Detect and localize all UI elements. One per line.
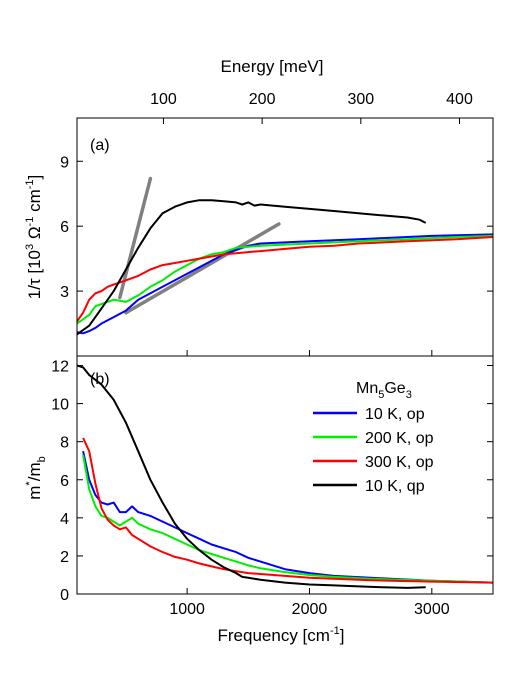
plot-layer: 100 200 300 400 1000 2000 3000 3 6 9 0 2 4 6 8 10 12 10 K…	[51, 91, 494, 618]
panel-a-y-tick-label: 3	[60, 284, 69, 301]
top-axis-tick-label: 200	[249, 91, 276, 108]
legend-title: Mn5Ge3	[356, 380, 412, 401]
panel-a-series-300-k-op	[77, 236, 493, 322]
panel-b-y-tick-label: 4	[60, 511, 69, 528]
panel-b-y-tick-label: 8	[60, 435, 69, 452]
panel-a-guide-line-2	[124, 222, 281, 315]
panel-a-y-tick-label: 9	[60, 154, 69, 171]
y-axis-label-b: m*/mb	[24, 456, 48, 499]
panel-b-y-tick-label: 0	[60, 587, 69, 604]
panel-b-label: (b)	[90, 371, 110, 388]
panel-a-frame	[76, 117, 494, 357]
x-axis-tick-label: 3000	[414, 601, 450, 618]
legend-entry-label: 10 K, qp	[365, 478, 425, 495]
y-axis-label-a: 1/τ [103 Ω-1 cm-1]	[24, 175, 44, 300]
panel-b-y-tick-label: 6	[60, 473, 69, 490]
x-axis-tick-label: 1000	[169, 601, 205, 618]
legend-entry-label: 200 K, op	[365, 430, 434, 447]
panel-b-y-tick-label: 2	[60, 549, 69, 566]
x-axis-label: Frequency [cm-1]	[218, 625, 345, 645]
legend-entry-label: 300 K, op	[365, 454, 434, 471]
panel-b-series-200-k-op	[82, 454, 493, 584]
top-axis-title: Energy [meV]	[221, 57, 324, 76]
panel-b-series-10-k-qp	[77, 364, 426, 589]
top-axis-tick-label: 400	[446, 91, 473, 108]
legend-entry-label: 10 K, op	[365, 406, 425, 423]
panel-a-series-10-k-qp	[77, 199, 427, 336]
panel-a-series-10-k-op	[77, 233, 493, 335]
panel-b-series-300-k-op	[82, 437, 493, 584]
x-axis-tick-label: 2000	[292, 601, 328, 618]
panel-b-y-tick-label: 10	[51, 397, 69, 414]
panel-a-label: (a)	[90, 137, 110, 154]
top-axis-tick-label: 300	[347, 91, 374, 108]
panel-a-y-tick-label: 6	[60, 219, 69, 236]
panel-a-guide-line-1	[118, 176, 153, 300]
top-axis-tick-label: 100	[150, 91, 177, 108]
panel-b-frame	[76, 355, 494, 595]
panel-b-y-tick-label: 12	[51, 359, 69, 376]
